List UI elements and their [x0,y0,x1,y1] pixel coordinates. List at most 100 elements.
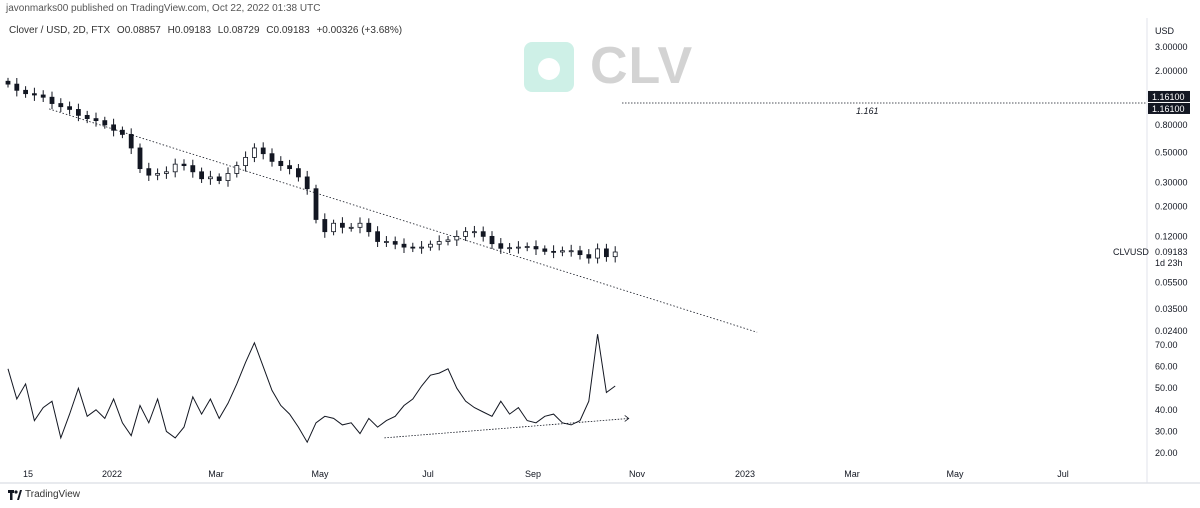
x-tick-label: 2022 [102,469,122,479]
candle-body [533,246,539,250]
candle-body [251,147,257,158]
candle-body [524,246,530,248]
candle-body [551,250,556,253]
price-tick-label: 0.30000 [1155,178,1188,188]
candle-body [14,83,20,91]
candle-body [401,243,407,248]
x-tick-label: May [946,469,964,479]
candle-body [383,241,389,243]
candle-body [322,219,328,233]
candle-body [392,241,398,245]
price-tick-label: 0.12000 [1155,231,1188,241]
price-tick-label: 0.03500 [1155,304,1188,314]
candle-body [260,147,266,155]
symbol-legend: Clover / USD, 2D, FTX O0.08857 H0.09183 … [9,25,406,36]
candle-body [23,89,29,95]
price-tick-label: 0.02400 [1155,326,1188,336]
candle-body [146,168,152,176]
x-tick-label: Sep [525,469,541,479]
candle-body [155,173,161,176]
x-tick-label: Nov [629,469,646,479]
candle-body [225,173,231,181]
candle-body [243,156,249,167]
horizontal-level-label: 1.161 [856,106,879,116]
candle-body [40,94,46,98]
candle-body [419,246,425,249]
candle-body [339,222,345,228]
candle-body [507,247,513,250]
oscillator-tick-label: 70.00 [1155,340,1178,350]
level-price-tag [1148,102,1190,114]
candle-body [278,160,284,167]
y-axis-title: USD [1155,26,1175,36]
candle-body [436,241,442,245]
symbol-name[interactable]: Clover / USD, 2D, FTX [9,25,111,36]
candle-body [498,243,504,249]
low-value: L0.08729 [217,25,260,36]
candle-body [163,171,169,174]
candle-body [463,231,469,237]
candle-body [357,222,363,228]
candle-body [595,248,600,259]
oscillator-tick-label: 60.00 [1155,362,1178,372]
candle-body [516,246,521,249]
candle-body [76,109,81,116]
candle-body [445,239,451,242]
candle-body [366,222,372,233]
watermark-text: CLV [590,37,694,95]
candle-body [216,176,222,181]
candle-body [269,153,275,162]
open-value: O0.08857 [116,25,161,36]
candle-body [542,248,548,252]
price-label-symbol: CLVUSD [1113,247,1149,257]
candle-body [32,93,37,96]
candle-body [58,103,64,108]
price-tick-label: 3.00000 [1155,42,1188,52]
clover-logo-icon [524,42,574,92]
candle-body [128,134,134,149]
tradingview-footer[interactable]: TradingView [8,489,80,500]
change-value: +0.00326 (+3.68%) [316,25,403,36]
price-label-value: 0.09183 [1155,247,1188,257]
candle-body [181,163,187,167]
candle-body [67,106,72,110]
level-price-tag-text: 1.16100 [1152,92,1185,102]
candle-body [586,254,592,259]
candle-body [49,96,55,104]
footer-brand: TradingView [25,489,81,500]
price-label-timer: 1d 23h [1155,258,1183,268]
candle-body [84,114,90,119]
high-value: H0.09183 [167,25,212,36]
candle-body [577,250,583,256]
candle-body [568,250,574,253]
candle-body [471,231,477,234]
level-price-tag [1148,90,1190,102]
candle-body [480,231,486,237]
candle-body [5,80,11,85]
x-tick-label: Mar [844,469,860,479]
x-tick-label: May [311,469,329,479]
candle-body [207,176,213,180]
trendline [49,108,758,333]
candle-body [295,168,301,178]
oscillator-tick-label: 20.00 [1155,448,1178,458]
candle-body [172,163,178,173]
x-tick-label: Mar [208,469,224,479]
oscillator-tick-label: 30.00 [1155,426,1178,436]
candle-body [234,165,240,174]
watermark: CLV [524,37,704,96]
x-tick-label: Jul [422,469,434,479]
candle-body [304,176,310,190]
candle-body [612,251,618,258]
candle-body [190,165,196,173]
candle-body [313,188,319,220]
candle-body [454,235,460,241]
candle-body [410,246,416,249]
candle-body [199,171,205,180]
oscillator-tick-label: 50.00 [1155,383,1178,393]
candle-body [93,118,99,122]
x-tick-label: 2023 [735,469,755,479]
published-caption: javonmarks00 published on TradingView.co… [6,3,321,14]
price-tick-label: 0.80000 [1155,120,1188,130]
